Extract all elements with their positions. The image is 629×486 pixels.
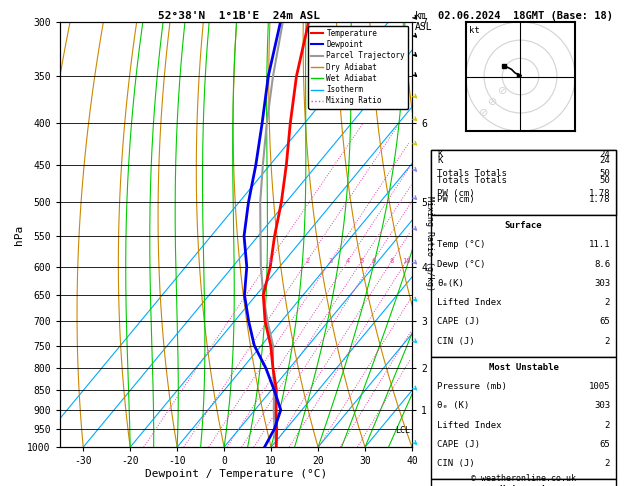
Text: Totals Totals: Totals Totals bbox=[437, 175, 507, 185]
Text: ⊘: ⊘ bbox=[489, 97, 498, 107]
Text: PW (cm): PW (cm) bbox=[437, 195, 475, 204]
Text: 8: 8 bbox=[390, 258, 394, 264]
Text: 6: 6 bbox=[371, 258, 376, 264]
Text: K: K bbox=[437, 150, 443, 159]
Text: ⊘: ⊘ bbox=[498, 86, 507, 96]
Text: PW (cm): PW (cm) bbox=[437, 189, 475, 198]
Text: CAPE (J): CAPE (J) bbox=[437, 317, 481, 326]
Text: 02.06.2024  18GMT (Base: 18): 02.06.2024 18GMT (Base: 18) bbox=[438, 11, 613, 21]
Text: 24: 24 bbox=[599, 150, 610, 159]
Text: km
ASL: km ASL bbox=[415, 11, 433, 32]
Text: 303: 303 bbox=[594, 279, 610, 288]
Text: 3: 3 bbox=[329, 258, 333, 264]
Text: 2: 2 bbox=[604, 337, 610, 346]
Text: K: K bbox=[437, 156, 443, 165]
Bar bbox=[431, 150, 616, 215]
Text: Dewp (°C): Dewp (°C) bbox=[437, 260, 486, 269]
Text: 65: 65 bbox=[599, 317, 610, 326]
Text: 50: 50 bbox=[599, 175, 610, 185]
Text: CIN (J): CIN (J) bbox=[437, 459, 475, 468]
Legend: Temperature, Dewpoint, Parcel Trajectory, Dry Adiabat, Wet Adiabat, Isotherm, Mi: Temperature, Dewpoint, Parcel Trajectory… bbox=[308, 26, 408, 108]
Text: © weatheronline.co.uk: © weatheronline.co.uk bbox=[471, 473, 576, 483]
Text: Lifted Index: Lifted Index bbox=[437, 420, 502, 430]
Text: 10: 10 bbox=[403, 258, 411, 264]
Text: Totals Totals: Totals Totals bbox=[437, 169, 507, 178]
Text: 65: 65 bbox=[599, 440, 610, 449]
Text: 2: 2 bbox=[604, 298, 610, 307]
Text: Mixing Ratio (g/kg): Mixing Ratio (g/kg) bbox=[425, 195, 434, 291]
Text: 1.78: 1.78 bbox=[589, 189, 610, 198]
Text: LCL: LCL bbox=[396, 426, 411, 435]
Text: kt: kt bbox=[469, 26, 480, 35]
Bar bbox=[431, 357, 616, 479]
Text: 24: 24 bbox=[599, 156, 610, 165]
Text: 4: 4 bbox=[346, 258, 350, 264]
Text: 52°38'N  1°1B'E  24m ASL: 52°38'N 1°1B'E 24m ASL bbox=[158, 11, 320, 21]
Text: 11.1: 11.1 bbox=[589, 241, 610, 249]
Text: Surface: Surface bbox=[505, 221, 542, 230]
Y-axis label: hPa: hPa bbox=[14, 225, 25, 244]
Text: 2: 2 bbox=[305, 258, 309, 264]
Text: CIN (J): CIN (J) bbox=[437, 337, 475, 346]
Text: 50: 50 bbox=[599, 169, 610, 178]
Text: 8.6: 8.6 bbox=[594, 260, 610, 269]
Text: 1.78: 1.78 bbox=[589, 195, 610, 204]
Text: 1: 1 bbox=[267, 258, 272, 264]
X-axis label: Dewpoint / Temperature (°C): Dewpoint / Temperature (°C) bbox=[145, 469, 327, 479]
Bar bbox=[431, 215, 616, 357]
Bar bbox=[431, 150, 616, 215]
Text: 303: 303 bbox=[594, 401, 610, 410]
Text: 2: 2 bbox=[604, 420, 610, 430]
Text: ⊘: ⊘ bbox=[479, 108, 489, 118]
Text: Lifted Index: Lifted Index bbox=[437, 298, 502, 307]
Text: 5: 5 bbox=[360, 258, 364, 264]
Text: 2: 2 bbox=[604, 459, 610, 468]
Text: Temp (°C): Temp (°C) bbox=[437, 241, 486, 249]
Text: CAPE (J): CAPE (J) bbox=[437, 440, 481, 449]
Text: θₑ(K): θₑ(K) bbox=[437, 279, 464, 288]
Text: θₑ (K): θₑ (K) bbox=[437, 401, 469, 410]
Text: Pressure (mb): Pressure (mb) bbox=[437, 382, 507, 391]
Bar bbox=[431, 479, 616, 486]
Text: Most Unstable: Most Unstable bbox=[489, 363, 559, 372]
Text: 1005: 1005 bbox=[589, 382, 610, 391]
